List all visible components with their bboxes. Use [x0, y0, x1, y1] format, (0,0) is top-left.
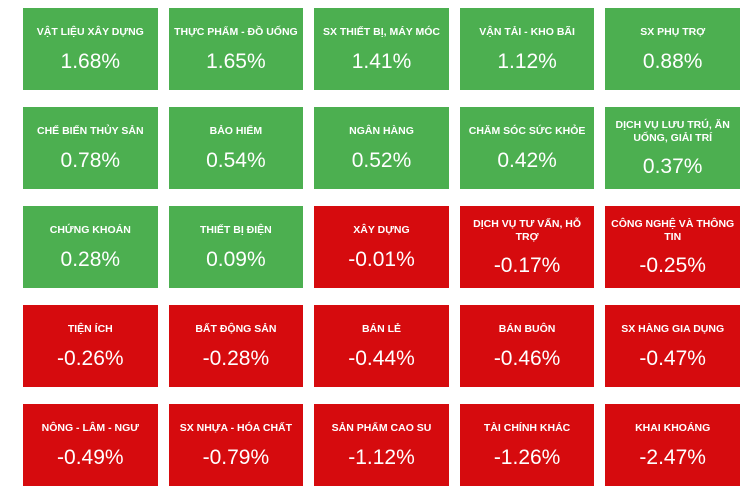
- sector-tile-tai-chinh-khac[interactable]: TÀI CHÍNH KHÁC -1.26%: [459, 404, 595, 486]
- sector-tile-sx-thiet-bi-may-moc[interactable]: SX THIẾT BỊ, MÁY MÓC 1.41%: [314, 8, 449, 90]
- sector-change: 1.41%: [351, 49, 412, 73]
- sector-tile-sx-nhua-hoa-chat[interactable]: SX NHỰA - HÓA CHẤT -0.79%: [168, 404, 304, 486]
- sector-change: 1.65%: [206, 49, 266, 73]
- sector-tile-san-pham-cao-su[interactable]: SẢN PHẨM CAO SU -1.12%: [314, 404, 449, 486]
- sector-tile-nong-lam-ngu[interactable]: NÔNG - LÂM - NGƯ -0.49%: [23, 404, 158, 486]
- sector-tile-ngan-hang[interactable]: NGÂN HÀNG 0.52%: [314, 107, 449, 189]
- sector-name: XÂY DỰNG: [353, 224, 410, 237]
- sector-change: -0.28%: [202, 346, 270, 370]
- sector-name: DỊCH VỤ TƯ VẤN, HỖ TRỢ: [473, 217, 582, 243]
- sector-name: KHAI KHOÁNG: [635, 422, 711, 435]
- sector-tile-thuc-pham-do-uong[interactable]: THỰC PHẨM - ĐỒ UỐNG 1.65%: [168, 8, 304, 90]
- sector-tile-sx-phu-tro[interactable]: SX PHỤ TRỢ 0.88%: [605, 8, 740, 90]
- sector-tile-bao-hiem[interactable]: BẢO HIỂM 0.54%: [168, 107, 304, 189]
- sector-name: SX THIẾT BỊ, MÁY MÓC: [322, 26, 441, 39]
- sector-tile-sx-hang-gia-dung[interactable]: SX HÀNG GIA DỤNG -0.47%: [605, 305, 740, 387]
- sector-name: CHĂM SÓC SỨC KHỎE: [468, 125, 586, 138]
- sector-change: 1.12%: [497, 49, 557, 73]
- sector-name: VẬN TẢI - KHO BÃI: [479, 26, 575, 39]
- sector-change: 0.88%: [642, 49, 703, 73]
- sector-change: 0.52%: [351, 148, 412, 172]
- sector-change: -0.44%: [348, 346, 415, 370]
- sector-name: CHẾ BIẾN THỦY SẢN: [37, 125, 144, 138]
- sector-change: 1.68%: [60, 49, 121, 73]
- sector-tile-ban-buon[interactable]: BÁN BUÔN -0.46%: [459, 305, 595, 387]
- sector-name: DỊCH VỤ LƯU TRÚ, ĂN UỐNG, GIẢI TRÍ: [615, 118, 730, 144]
- sector-change: -0.01%: [348, 247, 415, 271]
- sector-change: -2.47%: [639, 445, 706, 469]
- sector-name: CHỨNG KHOÁN: [49, 224, 131, 237]
- sector-tile-chung-khoan[interactable]: CHỨNG KHOÁN 0.28%: [23, 206, 158, 288]
- sector-change: -0.26%: [57, 346, 124, 370]
- sector-name: SẢN PHẨM CAO SU: [331, 422, 432, 435]
- sector-tile-xay-dung[interactable]: XÂY DỰNG -0.01%: [314, 206, 449, 288]
- sector-name: BÁN LẺ: [361, 323, 402, 336]
- sector-name: BẤT ĐỘNG SẢN: [195, 323, 277, 336]
- sector-name: BÁN BUÔN: [498, 323, 556, 336]
- sector-change: -0.79%: [202, 445, 270, 469]
- sector-tile-che-bien-thuy-san[interactable]: CHẾ BIẾN THỦY SẢN 0.78%: [23, 107, 158, 189]
- sector-name: CÔNG NGHỆ VÀ THÔNG TIN: [611, 217, 735, 243]
- sector-name: BẢO HIỂM: [209, 125, 263, 138]
- sector-change: 0.37%: [642, 155, 703, 179]
- sector-change: -0.17%: [493, 254, 561, 278]
- sector-tile-van-tai-kho-bai[interactable]: VẬN TẢI - KHO BÃI 1.12%: [459, 8, 595, 90]
- sector-change: 0.42%: [497, 148, 557, 172]
- sector-tile-tien-ich[interactable]: TIỆN ÍCH -0.26%: [23, 305, 158, 387]
- sector-tile-bat-dong-san[interactable]: BẤT ĐỘNG SẢN -0.28%: [168, 305, 304, 387]
- sector-grid: VẬT LIỆU XÂY DỰNG 1.68% THỰC PHẨM - ĐỒ U…: [23, 8, 740, 486]
- sector-name: THỰC PHẨM - ĐỒ UỐNG: [174, 26, 298, 39]
- sector-tile-cham-soc-suc-khoe[interactable]: CHĂM SÓC SỨC KHỎE 0.42%: [459, 107, 595, 189]
- sector-change: -1.26%: [493, 445, 561, 469]
- sector-name: TÀI CHÍNH KHÁC: [483, 422, 571, 435]
- sector-change: 0.28%: [60, 247, 121, 271]
- sector-change: -0.47%: [639, 346, 706, 370]
- sector-tile-dich-vu-luu-tru-an-uong-giai-tri[interactable]: DỊCH VỤ LƯU TRÚ, ĂN UỐNG, GIẢI TRÍ 0.37%: [605, 107, 740, 189]
- sector-tile-ban-le[interactable]: BÁN LẺ -0.44%: [314, 305, 449, 387]
- sector-change: 0.78%: [60, 148, 121, 172]
- sector-change: -0.46%: [493, 346, 561, 370]
- sector-name: VẬT LIỆU XÂY DỰNG: [36, 26, 144, 39]
- sector-tile-cong-nghe-va-thong-tin[interactable]: CÔNG NGHỆ VÀ THÔNG TIN -0.25%: [605, 206, 740, 288]
- sector-change: 0.54%: [206, 148, 266, 172]
- sector-name: THIẾT BỊ ĐIỆN: [200, 224, 272, 237]
- sector-change: 0.09%: [206, 247, 266, 271]
- sector-change: -1.12%: [348, 445, 415, 469]
- sector-name: SX HÀNG GIA DỤNG: [621, 323, 725, 336]
- sector-change: -0.49%: [57, 445, 124, 469]
- sector-name: NÔNG - LÂM - NGƯ: [41, 422, 139, 435]
- sector-tile-dich-vu-tu-van-ho-tro[interactable]: DỊCH VỤ TƯ VẤN, HỖ TRỢ -0.17%: [459, 206, 595, 288]
- sector-name: SX PHỤ TRỢ: [640, 26, 706, 39]
- sector-name: TIỆN ÍCH: [67, 323, 113, 336]
- sector-name: NGÂN HÀNG: [349, 125, 414, 138]
- sector-tile-khai-khoang[interactable]: KHAI KHOÁNG -2.47%: [605, 404, 740, 486]
- sector-change: -0.25%: [639, 254, 706, 278]
- sector-tile-thiet-bi-dien[interactable]: THIẾT BỊ ĐIỆN 0.09%: [168, 206, 304, 288]
- sector-name: SX NHỰA - HÓA CHẤT: [179, 422, 293, 435]
- sector-tile-vat-lieu-xay-dung[interactable]: VẬT LIỆU XÂY DỰNG 1.68%: [23, 8, 158, 90]
